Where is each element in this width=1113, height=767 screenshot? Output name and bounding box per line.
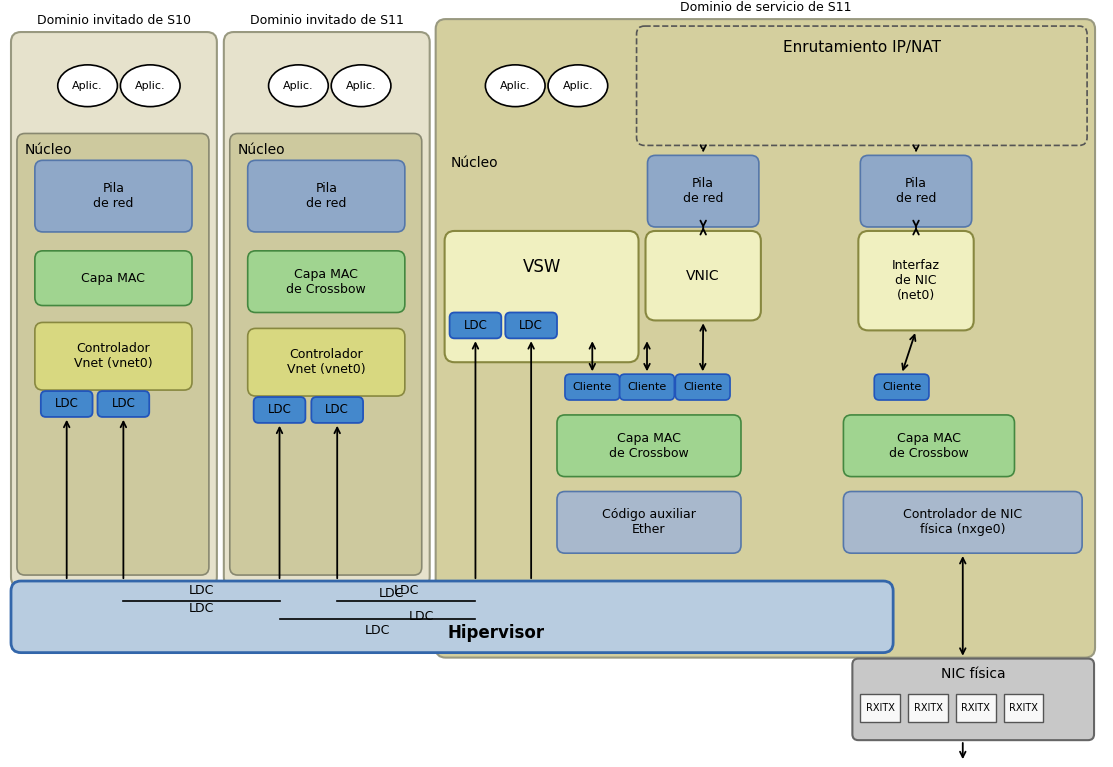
Text: LDC: LDC — [267, 403, 292, 416]
FancyBboxPatch shape — [229, 133, 422, 575]
Text: Dominio de servicio de S11: Dominio de servicio de S11 — [680, 1, 851, 14]
Text: LDC: LDC — [378, 588, 404, 601]
FancyBboxPatch shape — [844, 415, 1014, 476]
FancyBboxPatch shape — [853, 659, 1094, 740]
Text: Cliente: Cliente — [881, 382, 922, 392]
Text: Núcleo: Núcleo — [238, 143, 285, 157]
Text: LDC: LDC — [519, 319, 543, 332]
Bar — [1004, 694, 1043, 723]
FancyBboxPatch shape — [565, 374, 620, 400]
Text: Aplic.: Aplic. — [346, 81, 376, 91]
FancyBboxPatch shape — [11, 581, 893, 653]
Text: Pila
de red: Pila de red — [683, 177, 723, 205]
Text: NIC física: NIC física — [940, 667, 1005, 680]
FancyBboxPatch shape — [646, 231, 761, 321]
Text: RXITX: RXITX — [1009, 703, 1038, 713]
Text: Aplic.: Aplic. — [135, 81, 166, 91]
Text: LDC: LDC — [408, 611, 434, 624]
Text: Controlador
Vnet (vnet0): Controlador Vnet (vnet0) — [75, 342, 152, 370]
Ellipse shape — [485, 65, 545, 107]
Text: Aplic.: Aplic. — [283, 81, 314, 91]
Text: Capa MAC: Capa MAC — [81, 272, 146, 285]
Bar — [956, 694, 996, 723]
FancyBboxPatch shape — [620, 374, 674, 400]
FancyBboxPatch shape — [248, 328, 405, 396]
Text: RXITX: RXITX — [914, 703, 943, 713]
Text: Pila
de red: Pila de red — [93, 182, 134, 210]
FancyBboxPatch shape — [11, 32, 217, 587]
Text: Cliente: Cliente — [628, 382, 667, 392]
Text: Enrutamiento IP/NAT: Enrutamiento IP/NAT — [782, 40, 940, 55]
Text: Aplic.: Aplic. — [562, 81, 593, 91]
Text: RXITX: RXITX — [866, 703, 895, 713]
Text: LDC: LDC — [111, 397, 136, 410]
Bar — [860, 694, 900, 723]
FancyBboxPatch shape — [35, 322, 193, 390]
FancyBboxPatch shape — [17, 133, 209, 575]
Text: Interfaz
de NIC
(net0): Interfaz de NIC (net0) — [892, 259, 940, 302]
Text: RXITX: RXITX — [962, 703, 991, 713]
Text: Hipervisor: Hipervisor — [447, 624, 544, 641]
FancyBboxPatch shape — [556, 492, 741, 553]
FancyBboxPatch shape — [312, 397, 363, 423]
Ellipse shape — [332, 65, 391, 107]
FancyBboxPatch shape — [556, 415, 741, 476]
Text: Aplic.: Aplic. — [500, 81, 531, 91]
Text: LDC: LDC — [394, 584, 418, 597]
Text: Dominio invitado de S11: Dominio invitado de S11 — [249, 14, 404, 27]
Bar — [908, 694, 948, 723]
Text: Código auxiliar
Ether: Código auxiliar Ether — [602, 509, 696, 536]
Ellipse shape — [548, 65, 608, 107]
Text: LDC: LDC — [325, 403, 349, 416]
Text: Pila
de red: Pila de red — [896, 177, 936, 205]
Ellipse shape — [268, 65, 328, 107]
Text: Capa MAC
de Crossbow: Capa MAC de Crossbow — [286, 268, 366, 295]
Text: Dominio invitado de S10: Dominio invitado de S10 — [37, 14, 191, 27]
FancyBboxPatch shape — [450, 312, 501, 338]
FancyBboxPatch shape — [224, 32, 430, 587]
Text: VSW: VSW — [522, 258, 561, 276]
Text: LDC: LDC — [189, 584, 214, 597]
Ellipse shape — [58, 65, 117, 107]
FancyBboxPatch shape — [505, 312, 556, 338]
FancyBboxPatch shape — [435, 19, 1095, 657]
Text: VNIC: VNIC — [687, 268, 720, 283]
Text: Cliente: Cliente — [683, 382, 722, 392]
Text: Núcleo: Núcleo — [24, 143, 72, 157]
Text: LDC: LDC — [463, 319, 487, 332]
FancyBboxPatch shape — [248, 160, 405, 232]
FancyBboxPatch shape — [98, 391, 149, 417]
FancyBboxPatch shape — [648, 156, 759, 227]
FancyBboxPatch shape — [676, 374, 730, 400]
FancyBboxPatch shape — [254, 397, 305, 423]
FancyBboxPatch shape — [874, 374, 929, 400]
Text: Capa MAC
de Crossbow: Capa MAC de Crossbow — [889, 432, 968, 459]
FancyBboxPatch shape — [35, 251, 193, 305]
Ellipse shape — [120, 65, 180, 107]
FancyBboxPatch shape — [248, 251, 405, 312]
Text: LDC: LDC — [55, 397, 79, 410]
FancyBboxPatch shape — [444, 231, 639, 362]
Text: Pila
de red: Pila de red — [306, 182, 346, 210]
FancyBboxPatch shape — [35, 160, 193, 232]
Text: Aplic.: Aplic. — [72, 81, 102, 91]
FancyBboxPatch shape — [858, 231, 974, 331]
FancyBboxPatch shape — [860, 156, 972, 227]
Text: Cliente: Cliente — [573, 382, 612, 392]
Text: Núcleo: Núcleo — [451, 156, 499, 170]
Text: LDC: LDC — [189, 602, 214, 615]
FancyBboxPatch shape — [844, 492, 1082, 553]
Text: Capa MAC
de Crossbow: Capa MAC de Crossbow — [609, 432, 689, 459]
Text: Controlador de NIC
física (nxge0): Controlador de NIC física (nxge0) — [904, 509, 1023, 536]
Text: Controlador
Vnet (vnet0): Controlador Vnet (vnet0) — [287, 348, 365, 377]
Text: LDC: LDC — [365, 624, 391, 637]
FancyBboxPatch shape — [41, 391, 92, 417]
